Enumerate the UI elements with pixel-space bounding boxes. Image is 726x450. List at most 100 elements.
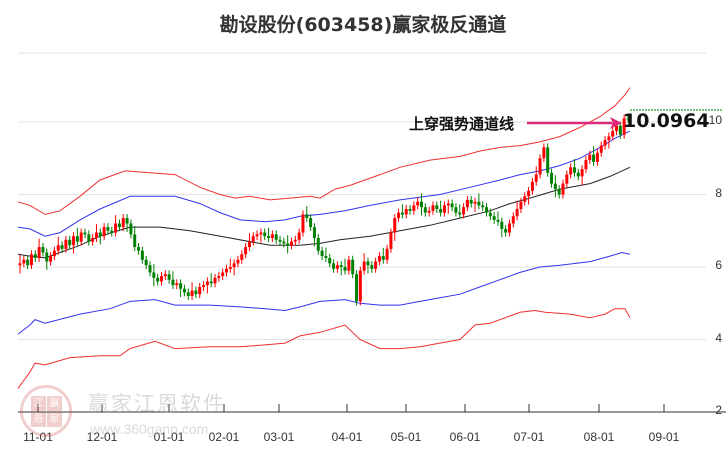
candle-body (458, 212, 462, 215)
candle-body (427, 210, 431, 213)
y-tick-label: 8 (715, 185, 722, 200)
candle-body (335, 265, 339, 269)
candle-body (278, 239, 282, 242)
candle-body (309, 218, 313, 228)
candle-body (389, 232, 393, 249)
x-tick-label: 09-01 (648, 430, 680, 444)
candle-body (622, 118, 626, 135)
candle-body (163, 274, 167, 277)
candle-body (52, 250, 56, 257)
candle-body (595, 152, 599, 162)
candle-body (37, 247, 41, 258)
x-tick-label: 01-01 (153, 430, 185, 444)
y-tick-label: 10 (708, 113, 722, 127)
candle-body (22, 259, 26, 264)
x-tick-label: 03-01 (263, 430, 295, 444)
candle-body (607, 136, 611, 141)
candle-body (588, 154, 592, 161)
candle-body (477, 201, 481, 206)
candle-body (144, 259, 148, 266)
candle-body (473, 201, 477, 204)
candle-body (355, 274, 359, 302)
candle-body (339, 265, 343, 267)
band-lower_inner (17, 251, 631, 335)
candle-body (385, 248, 389, 260)
candle-body (439, 209, 443, 213)
y-tick-label: 6 (715, 258, 722, 272)
x-tick-label: 04-01 (331, 430, 363, 444)
x-tick-label: 12-01 (86, 430, 118, 444)
candle-body (603, 140, 607, 146)
candle-body (481, 205, 485, 208)
candle-body (530, 181, 534, 191)
candle-body (469, 199, 473, 204)
last-price-label: 10.0964 (623, 110, 710, 132)
candle-body (263, 232, 267, 237)
candle-body (542, 147, 546, 159)
candle-body (152, 272, 156, 278)
candle-body (488, 212, 492, 217)
candle-body (41, 247, 45, 253)
candle-body (148, 265, 152, 273)
y-tick-label: 4 (715, 330, 722, 345)
candle-body (316, 238, 320, 251)
candle-body (381, 256, 385, 260)
candle-body (167, 274, 171, 280)
candle-body (79, 232, 83, 242)
candle-body (618, 125, 622, 135)
candle-body (412, 205, 416, 211)
candle-body (18, 263, 22, 266)
candle-body (56, 245, 60, 251)
candle-body (68, 239, 72, 246)
candle-body (236, 259, 240, 264)
candle-body (259, 232, 263, 235)
candle-body (572, 167, 576, 173)
candle-body (557, 189, 561, 195)
candle-body (29, 254, 33, 266)
watermark-logo-char: 恩 (31, 412, 46, 427)
candle-body (416, 201, 420, 206)
candle-body (374, 261, 378, 269)
candle-body (485, 207, 489, 213)
candle-body (546, 147, 550, 173)
candle-body (561, 183, 565, 195)
candle-body (182, 288, 186, 293)
candle-body (224, 268, 228, 273)
candle-body (198, 286, 202, 295)
candle-body (133, 234, 137, 248)
candle-body (397, 212, 401, 219)
candle-body (580, 169, 584, 177)
candle-body (202, 285, 206, 287)
candle-body (274, 234, 278, 240)
watermark-logo-char: 赢 (47, 396, 62, 411)
candle-body (312, 227, 316, 238)
candle-body (205, 281, 209, 286)
candle-body (423, 207, 427, 213)
watermark-logo-char: 家 (47, 412, 62, 427)
candle-body (511, 216, 515, 224)
candle-body (576, 172, 580, 177)
candle-body (454, 207, 458, 213)
candle-body (519, 201, 523, 209)
candle-body (366, 261, 370, 266)
candle-body (324, 256, 328, 258)
candle-body (442, 205, 446, 213)
candle-body (286, 243, 290, 246)
candle-body (33, 254, 37, 258)
x-tick-label: 07-01 (513, 430, 545, 444)
candle-body (496, 219, 500, 222)
candle-body (462, 207, 466, 215)
candle-body (393, 218, 397, 233)
candle-body (129, 223, 133, 235)
candle-body (228, 267, 232, 269)
candle-body (125, 218, 129, 224)
candle-body (504, 228, 508, 233)
candle-body (94, 232, 98, 238)
candle-body (370, 265, 374, 269)
x-tick-label: 05-01 (390, 430, 422, 444)
candle-body (175, 283, 179, 286)
candle-body (179, 283, 183, 289)
candle-body (507, 223, 511, 233)
candle-body (420, 201, 424, 208)
